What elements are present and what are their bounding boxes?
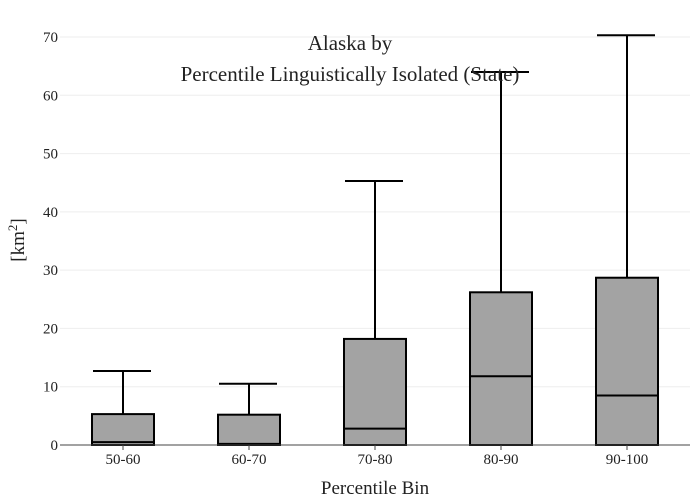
box-rect xyxy=(595,276,659,446)
box-rect xyxy=(469,291,533,447)
y-tick-label: 20 xyxy=(43,321,58,337)
chart-title-line-2: Percentile Linguistically Isolated (Stat… xyxy=(181,62,520,86)
x-axis-label: Percentile Bin xyxy=(321,478,430,499)
box-rect xyxy=(91,413,155,447)
y-axis-label-base: [km xyxy=(8,231,29,262)
box-50-60 xyxy=(91,369,155,447)
y-tick-label: 60 xyxy=(43,88,58,104)
y-axis-label-end: ] xyxy=(8,218,29,224)
y-tick-label: 0 xyxy=(51,438,59,454)
x-tick-label: 50-60 xyxy=(106,452,141,468)
y-axis-label-superscript: 2 xyxy=(5,225,20,232)
x-tick-label: 90-100 xyxy=(606,452,649,468)
y-axis-label: [km2] xyxy=(5,218,29,261)
y-tick-label: 10 xyxy=(43,380,58,396)
y-tick-label: 70 xyxy=(43,30,58,46)
box-60-70 xyxy=(217,382,281,447)
y-tick-label: 30 xyxy=(43,263,58,279)
x-tick-label: 70-80 xyxy=(358,452,393,468)
box-80-90 xyxy=(469,70,533,447)
box-series xyxy=(91,34,659,447)
chart-title-line-1: Alaska by xyxy=(308,31,393,55)
x-tick-label: 60-70 xyxy=(232,452,267,468)
box-rect xyxy=(343,337,407,447)
box-70-80 xyxy=(343,179,407,447)
box-rect xyxy=(217,413,281,447)
box-90-100 xyxy=(595,34,659,446)
y-tick-label: 50 xyxy=(43,147,58,163)
x-tick-label: 80-90 xyxy=(484,452,519,468)
y-tick-label: 40 xyxy=(43,205,58,221)
axes: 0 10 20 30 40 50 60 70 50-60 60-70 70-80 80-90 90-10… xyxy=(43,30,690,468)
